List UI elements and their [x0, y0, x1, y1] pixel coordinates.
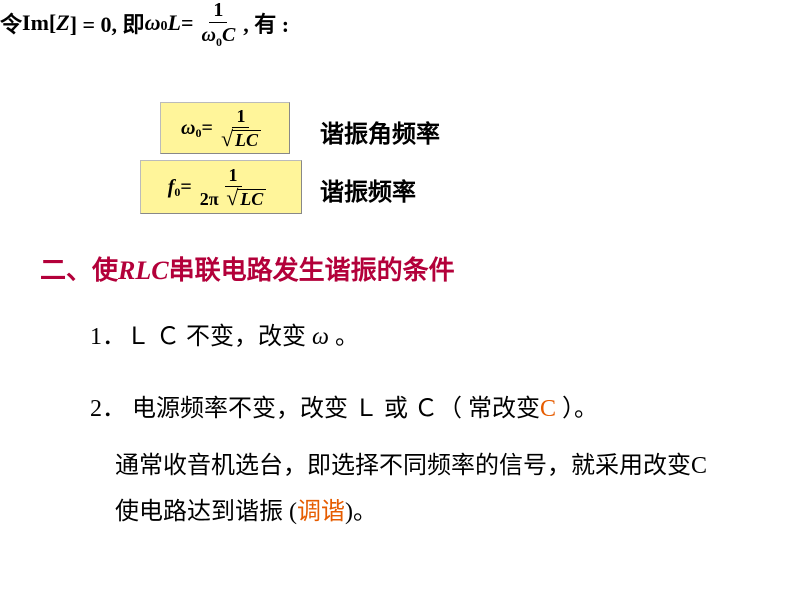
f2-f: f — [168, 176, 175, 199]
item2-post: ）。 — [556, 396, 598, 422]
condition-line: 令 Im[ Z ] = 0, 即 ω0 L = 1 ω0C , 有 : — [0, 0, 800, 45]
formula-box-f0: f0 = 1 2π √ LC — [140, 160, 302, 214]
f2-sqrt-body: LC — [237, 189, 266, 208]
f2-den: 2π √ LC — [196, 187, 270, 208]
f1-num: 1 — [232, 107, 249, 128]
section-pre: 二、使 — [40, 255, 118, 285]
cond-im: Im[ — [22, 10, 56, 36]
section-post: 串联电路发生谐振的条件 — [169, 255, 455, 285]
label-freq: 谐振频率 — [320, 172, 416, 207]
f1-den: √ LC — [217, 128, 265, 149]
label-angular-freq: 谐振角频率 — [320, 114, 440, 149]
item2-pre: 2． 电源频率不变，改变 Ｌ 或 Ｃ（ 常改变 — [90, 396, 540, 422]
item2-c: C — [540, 396, 556, 422]
section-heading: 二、使RLC串联电路发生谐振的条件 — [40, 250, 455, 287]
explanation-paragraph: 通常收音机选台，即选择不同频率的信号，就采用改变C 使电路达到谐振 (调谐)。 — [115, 444, 740, 535]
f1-sqrt: √ LC — [221, 130, 261, 149]
cond-frac: 1 ω0C — [197, 0, 239, 45]
cond-sub0-1: 0 — [160, 19, 167, 35]
list-item-2: 2． 电源频率不变，改变 Ｌ 或 Ｃ（ 常改变C ）。 — [90, 388, 598, 423]
para-line2a: 使电路达到谐振 ( — [115, 499, 297, 525]
f1-omega: ω — [181, 117, 195, 140]
item1-omega: ω — [312, 324, 329, 350]
cond-imend: ] = 0, 即 — [70, 7, 145, 39]
item1-pre: 1．Ｌ Ｃ 不变，改变 — [90, 324, 312, 350]
f2-sqrt: √ LC — [226, 189, 266, 208]
cond-L: L — [167, 10, 180, 36]
item1-post: 。 — [329, 324, 359, 350]
f2-eqs: = — [180, 176, 191, 199]
cond-num: 1 — [209, 0, 227, 23]
para-tune: 调谐 — [297, 499, 345, 525]
para-line1: 通常收音机选台，即选择不同频率的信号，就采用改变C — [115, 453, 707, 479]
formula2-eq: f0 = 1 2π √ LC — [168, 166, 275, 208]
f1-sqrt-body: LC — [232, 130, 261, 149]
f2-frac: 1 2π √ LC — [196, 166, 270, 208]
para-line2b: )。 — [345, 499, 377, 525]
f2-sub: 0 — [174, 185, 180, 200]
f1-eqs: = — [201, 117, 212, 140]
cond-den-sub0: 0 — [216, 35, 222, 49]
slide: { "cond": { "prefix": "令", "im": "Im[", … — [0, 0, 800, 600]
list-item-1: 1．Ｌ Ｃ 不变，改变 ω 。 — [90, 316, 359, 351]
cond-omega: ω — [145, 10, 161, 36]
f2-2pi: 2π — [200, 189, 219, 209]
cond-prefix: 令 — [0, 7, 22, 39]
formula-box-omega0: ω0 = 1 √ LC — [160, 102, 290, 154]
cond-den: ω0C — [197, 23, 239, 45]
cond-suffix: , 有 : — [243, 7, 289, 39]
f1-frac: 1 √ LC — [217, 107, 265, 149]
cond-den-C: C — [222, 24, 235, 46]
f1-sub: 0 — [195, 126, 201, 141]
cond-eq: = — [181, 10, 194, 36]
formula1-eq: ω0 = 1 √ LC — [181, 107, 269, 149]
f2-num: 1 — [225, 166, 242, 187]
cond-den-omega: ω — [201, 24, 215, 46]
cond-z: Z — [56, 10, 69, 36]
section-rlc: RLC — [118, 256, 169, 285]
